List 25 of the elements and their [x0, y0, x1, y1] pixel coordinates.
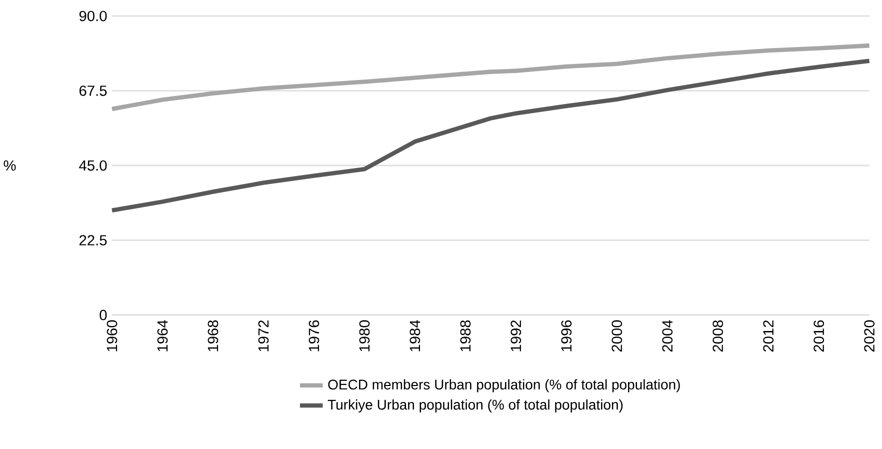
- x-tick-label: 1992: [510, 320, 522, 352]
- x-tick-label: 1968: [208, 320, 218, 352]
- x-tick-label: 1972: [258, 320, 269, 352]
- y-tick-label: 45.0: [79, 160, 107, 171]
- line-series: [110, 43, 872, 112]
- x-tick-label: 1988: [460, 320, 471, 352]
- x-tick-label: 2000: [612, 320, 622, 352]
- x-tick-label: 1960: [106, 320, 118, 352]
- x-tick-label: 1984: [410, 320, 420, 352]
- x-tick-label: 2020: [864, 320, 875, 352]
- x-tick-label: 1996: [561, 320, 572, 352]
- x-tick-label: 1980: [359, 320, 370, 352]
- y-axis-title: %: [4, 160, 16, 171]
- legend-label: Turkiye Urban population (% of total population): [328, 399, 623, 412]
- x-tick-label: 1964: [157, 320, 168, 352]
- y-tick-label: 0: [100, 310, 107, 320]
- x-tick-label: 2016: [814, 320, 824, 352]
- y-tick-label: 67.5: [80, 86, 107, 96]
- y-tick-label: 22.5: [79, 235, 107, 246]
- x-tick-label: 2004: [662, 320, 673, 352]
- x-tick-label: 2008: [712, 320, 724, 352]
- x-tick-label: 1976: [308, 320, 320, 352]
- legend-label: OECD members Urban population (% of total population): [328, 379, 680, 392]
- x-tick-label: 2012: [763, 320, 774, 352]
- y-tick-label: 90.0: [79, 10, 107, 22]
